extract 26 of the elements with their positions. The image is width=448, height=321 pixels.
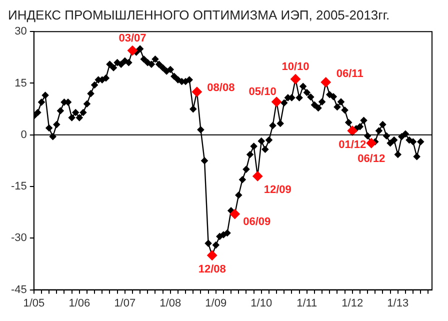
- x-tick-label: 1/05: [23, 297, 45, 310]
- x-tick-label: 1/12: [342, 297, 364, 310]
- x-tick-label: 1/07: [114, 297, 136, 310]
- y-tick-label: -45: [10, 284, 27, 296]
- annotation: 01/12: [338, 138, 366, 151]
- x-tick-label: 1/06: [68, 297, 90, 310]
- chart-title: ИНДЕКС ПРОМЫШЛЕННОГО ОПТИМИЗМА ИЭП, 2005-2013гг.: [8, 7, 390, 22]
- annotation: 06/12: [358, 153, 386, 166]
- annotation: 12/08: [198, 263, 226, 276]
- x-tick-label: 1/10: [250, 297, 272, 310]
- annotation: 05/10: [248, 86, 276, 98]
- x-tick-label: 1/09: [205, 297, 227, 310]
- annotation: 06/09: [243, 216, 271, 228]
- x-tick-label: 1/11: [296, 297, 318, 310]
- x-tick-label: 1/13: [387, 297, 409, 310]
- annotation: 10/10: [282, 61, 310, 74]
- annotation: 03/07: [118, 32, 146, 45]
- y-tick-label: -30: [10, 232, 27, 244]
- annotation: 08/08: [207, 82, 235, 94]
- annotation: 06/11: [336, 68, 364, 80]
- annotation: 12/09: [264, 184, 292, 196]
- y-tick-label: 15: [14, 77, 27, 90]
- y-tick-label: -15: [10, 180, 27, 193]
- y-tick-label: 30: [14, 26, 27, 38]
- y-tick-label: 0: [20, 128, 27, 141]
- x-tick-label: 1/08: [160, 297, 182, 310]
